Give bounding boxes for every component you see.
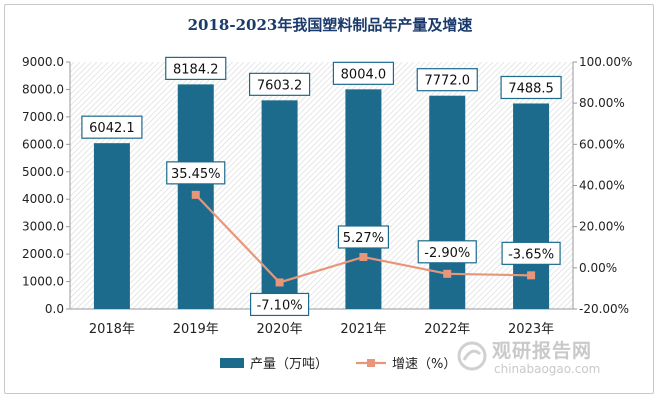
left-tick-label: 4000.0 (22, 192, 64, 206)
right-tick-label: 20.00% (579, 220, 625, 234)
left-tick-label: 2000.0 (22, 247, 64, 261)
bar-value-label: 7772.0 (425, 74, 471, 89)
watermark: 观研报告网 chinabaogao.com (456, 336, 646, 382)
right-tick-label: 100.00% (579, 55, 632, 69)
bar (93, 143, 130, 309)
x-tick-label: 2021年 (340, 322, 386, 337)
chart-title: 2018-2023年我国塑料制品年产量及增速 (187, 16, 473, 34)
right-tick-label: -20.00% (579, 302, 629, 316)
bar-value-label: 7603.2 (257, 78, 303, 93)
right-tick-label: 80.00% (579, 96, 625, 110)
bar-value-box (416, 68, 478, 92)
bar-value-box (165, 56, 227, 80)
left-tick-label: 0.0 (45, 302, 64, 316)
plot-area (70, 62, 573, 309)
growth-value-label: -2.90% (424, 246, 470, 261)
x-tick-label: 2018年 (89, 322, 135, 337)
right-tick-label: 0.00% (579, 261, 617, 275)
growth-value-label: 35.45% (171, 167, 221, 182)
legend-line-label: 增速（%） (392, 357, 456, 372)
growth-marker (275, 278, 284, 287)
legend-bar-swatch (220, 358, 244, 368)
x-tick-label: 2023年 (508, 322, 554, 337)
left-tick-label: 9000.0 (22, 55, 64, 69)
growth-value-label: -7.10% (257, 298, 303, 313)
bar-value-box (500, 75, 562, 100)
watermark-text: 观研报告网 (492, 340, 593, 362)
left-tick-label: 6000.0 (22, 137, 64, 151)
right-tick-label: 40.00% (579, 179, 625, 193)
left-tick-label: 3000.0 (22, 220, 64, 234)
x-tick-label: 2022年 (424, 322, 470, 337)
bar (261, 100, 298, 309)
growth-marker (359, 252, 368, 261)
growth-value-box (249, 292, 310, 317)
growth-marker (191, 190, 200, 199)
watermark-url: chinabaogao.com (494, 362, 601, 376)
growth-value-box (417, 240, 477, 264)
growth-value-label: -3.65% (508, 247, 554, 262)
bar-value-label: 8184.2 (173, 62, 219, 77)
growth-value-box (166, 161, 226, 185)
left-tick-label: 1000.0 (22, 275, 64, 289)
x-tick-label: 2019年 (173, 322, 219, 337)
left-tick-label: 5000.0 (22, 165, 64, 179)
bar-value-label: 8004.0 (341, 67, 387, 82)
growth-value-box (337, 225, 390, 249)
growth-value-box (501, 241, 561, 265)
bar-value-box (81, 115, 143, 139)
bar-value-label: 7488.5 (508, 81, 554, 96)
legend-line-marker (367, 359, 375, 367)
growth-marker (443, 269, 452, 278)
growth-marker (527, 271, 536, 280)
growth-value-label: 5.27% (343, 231, 384, 246)
x-tick-label: 2020年 (257, 322, 303, 337)
left-tick-label: 7000.0 (22, 110, 64, 124)
bar-value-box (332, 61, 395, 85)
watermark-logo-icon (457, 341, 487, 371)
legend-bar-label: 产量（万吨） (250, 357, 328, 372)
bar (345, 89, 382, 310)
left-tick-label: 8000.0 (22, 82, 64, 96)
right-tick-label: 60.00% (579, 137, 625, 151)
bar-value-label: 6042.1 (89, 121, 135, 136)
bar-value-box (248, 72, 311, 96)
